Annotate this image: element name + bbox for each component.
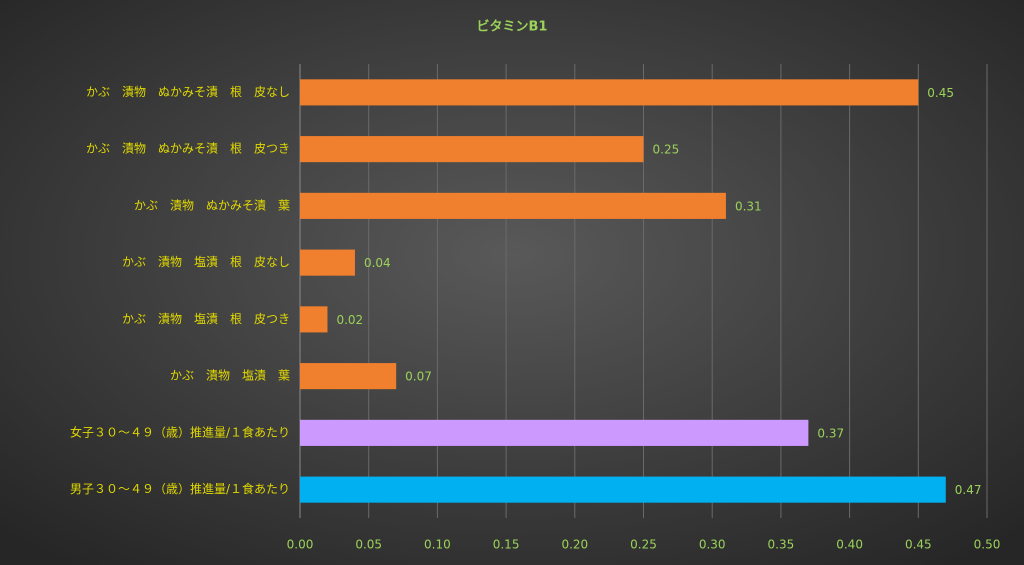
- x-tick-label: 0.30: [699, 538, 726, 552]
- value-label: 0.31: [735, 199, 762, 213]
- bar: [300, 192, 726, 219]
- bar: [300, 249, 355, 276]
- bar: [300, 419, 809, 446]
- x-tick-label: 0.20: [561, 538, 588, 552]
- y-tick-label: 女子３０～４９（歳）推進量/１食あたり: [70, 424, 290, 439]
- value-label: 0.45: [927, 86, 954, 100]
- x-tick-label: 0.05: [355, 538, 382, 552]
- y-tick-label: 男子３０～４９（歳）推進量/１食あたり: [70, 481, 290, 496]
- y-tick-label: かぶ 漬物 塩漬 葉: [170, 368, 290, 383]
- y-tick-label: かぶ 漬物 塩漬 根 皮つき: [122, 311, 290, 326]
- bar: [300, 363, 397, 390]
- value-label: 0.04: [364, 256, 391, 270]
- x-tick-label: 0.25: [630, 538, 657, 552]
- x-tick-label: 0.00: [287, 538, 314, 552]
- y-tick-label: かぶ 漬物 ぬかみそ漬 葉: [134, 197, 290, 212]
- x-tick-label: 0.45: [905, 538, 932, 552]
- bar: [300, 79, 919, 106]
- value-label: 0.02: [336, 313, 363, 327]
- bar: [300, 306, 328, 333]
- y-tick-label: かぶ 漬物 ぬかみそ漬 根 皮つき: [86, 141, 290, 156]
- y-tick-label: かぶ 漬物 塩漬 根 皮なし: [122, 254, 290, 269]
- chart-title: ビタミンB1: [477, 19, 548, 35]
- x-tick-label: 0.35: [768, 538, 795, 552]
- x-tick-label: 0.50: [974, 538, 1001, 552]
- value-label: 0.37: [817, 426, 844, 440]
- x-tick-label: 0.10: [424, 538, 451, 552]
- bar: [300, 136, 644, 163]
- value-label: 0.07: [405, 370, 432, 384]
- bar: [300, 476, 946, 503]
- value-label: 0.25: [653, 143, 680, 157]
- x-tick-label: 0.40: [836, 538, 863, 552]
- y-tick-label: かぶ 漬物 ぬかみそ漬 根 皮なし: [86, 84, 290, 99]
- value-label: 0.47: [955, 483, 982, 497]
- x-tick-label: 0.15: [493, 538, 520, 552]
